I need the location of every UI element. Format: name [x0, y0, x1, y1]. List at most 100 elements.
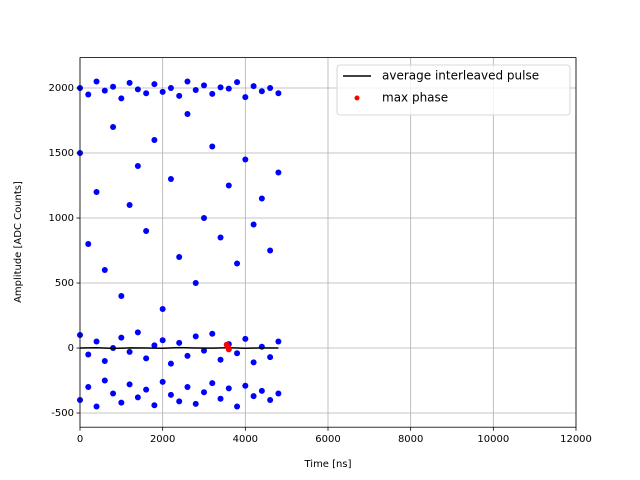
point: [143, 355, 150, 362]
ticks: 0 2000 4000 6000 8000 10000 12000 -500 0 500 1000 1…: [49, 83, 592, 445]
point: [110, 124, 117, 131]
point: [159, 88, 166, 95]
point: [217, 356, 224, 363]
legend-box: [336, 64, 571, 116]
point: [258, 88, 265, 95]
point: [184, 78, 191, 85]
x-tick-label: 10000: [477, 434, 509, 445]
point: [275, 90, 282, 97]
point: [167, 391, 174, 398]
point: [151, 402, 158, 409]
point: [184, 352, 191, 359]
point: [201, 82, 207, 89]
point: [176, 92, 183, 99]
legend-label: max phase: [382, 91, 448, 105]
x-tick-label: 2000: [150, 434, 175, 445]
point: [225, 385, 232, 392]
legend: average interleaved pulse max phase: [336, 64, 571, 116]
x-tick-label: 0: [77, 434, 83, 445]
legend-marker: [354, 95, 360, 101]
point: [151, 81, 158, 88]
point: [143, 228, 150, 235]
point: [85, 91, 92, 98]
point: [134, 329, 141, 336]
point: [93, 403, 100, 410]
point: [118, 293, 125, 300]
point: [267, 247, 274, 254]
y-tick-label: 0: [68, 343, 74, 354]
point: [217, 395, 224, 402]
point: [192, 86, 199, 93]
x-axis-label: Time [ns]: [303, 459, 351, 470]
point: [267, 354, 274, 361]
point: [275, 169, 282, 176]
point: [209, 90, 216, 97]
plot-area: [77, 78, 282, 410]
point: [225, 85, 232, 92]
point: [258, 387, 265, 394]
point: [126, 381, 133, 388]
y-axis-label: Amplitude [ADC Counts]: [13, 181, 24, 303]
point: [101, 377, 108, 384]
point: [101, 267, 108, 274]
point: [126, 79, 133, 86]
point: [234, 403, 241, 410]
point: [250, 83, 257, 90]
x-tick-label: 12000: [560, 434, 592, 445]
point: [151, 342, 158, 349]
point: [242, 156, 249, 163]
point: [110, 390, 117, 397]
point: [267, 397, 274, 404]
point: [192, 333, 199, 340]
point: [201, 347, 207, 354]
x-tick-label: 4000: [233, 434, 258, 445]
point: [234, 350, 241, 357]
y-tick-label: 1500: [49, 148, 74, 159]
point: [93, 189, 100, 196]
point: [110, 83, 117, 90]
point: [201, 215, 207, 222]
point: [242, 94, 249, 101]
point: [101, 87, 108, 94]
line: [79, 346, 279, 350]
x-tick-label: 8000: [398, 434, 423, 445]
y-tick-label: 2000: [49, 83, 74, 94]
point: [225, 346, 232, 353]
point: [126, 202, 133, 209]
point: [234, 260, 241, 267]
point: [93, 78, 100, 85]
point: [267, 85, 274, 92]
y-tick-label: 1000: [49, 213, 74, 224]
point: [85, 351, 92, 358]
point: [250, 393, 257, 400]
point: [250, 359, 257, 366]
point: [217, 234, 224, 241]
point: [242, 335, 249, 342]
point: [201, 389, 207, 396]
point: [176, 398, 183, 405]
point: [85, 241, 92, 248]
point: [93, 338, 100, 345]
point: [143, 386, 150, 393]
point: [143, 90, 150, 97]
point: [234, 79, 241, 86]
point: [209, 380, 216, 387]
point: [275, 390, 282, 397]
point: [209, 330, 216, 337]
point: [159, 337, 166, 344]
point: [192, 400, 199, 407]
point: [184, 384, 191, 391]
point: [101, 358, 108, 365]
point: [192, 280, 199, 287]
point: [126, 348, 133, 355]
point: [167, 176, 174, 183]
point: [250, 221, 257, 228]
point: [134, 163, 141, 170]
point: [159, 306, 166, 313]
point: [159, 378, 166, 385]
legend-label: average interleaved pulse: [382, 69, 539, 83]
y-tick-label: 500: [55, 278, 74, 289]
point: [225, 182, 232, 189]
point: [176, 254, 183, 261]
